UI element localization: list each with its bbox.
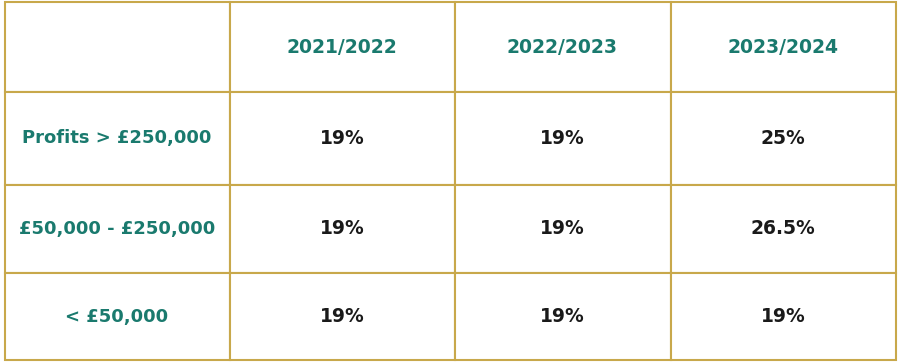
Bar <box>454 273 670 360</box>
Bar <box>230 2 454 92</box>
Bar <box>4 273 230 360</box>
Bar <box>4 2 230 92</box>
Bar <box>454 2 670 92</box>
Text: 19%: 19% <box>540 307 585 326</box>
Text: 19%: 19% <box>320 129 365 148</box>
Text: £50,000 - £250,000: £50,000 - £250,000 <box>19 220 215 238</box>
Text: Profits > £250,000: Profits > £250,000 <box>22 130 212 147</box>
Text: < £50,000: < £50,000 <box>66 308 168 326</box>
Text: 19%: 19% <box>320 219 365 239</box>
Text: 2023/2024: 2023/2024 <box>727 38 839 56</box>
Bar <box>230 92 454 185</box>
Text: 2022/2023: 2022/2023 <box>507 38 618 56</box>
Text: 19%: 19% <box>320 307 365 326</box>
Text: 2021/2022: 2021/2022 <box>286 38 398 56</box>
Bar <box>230 185 454 273</box>
Bar <box>4 185 230 273</box>
Bar <box>670 273 896 360</box>
Bar <box>454 185 670 273</box>
Text: 19%: 19% <box>540 219 585 239</box>
Text: 19%: 19% <box>540 129 585 148</box>
Bar <box>670 185 896 273</box>
Bar <box>454 92 670 185</box>
Bar <box>230 273 454 360</box>
Bar <box>670 2 896 92</box>
Bar <box>4 92 230 185</box>
Bar <box>670 92 896 185</box>
Text: 25%: 25% <box>760 129 806 148</box>
Text: 26.5%: 26.5% <box>751 219 815 239</box>
Text: 19%: 19% <box>760 307 806 326</box>
